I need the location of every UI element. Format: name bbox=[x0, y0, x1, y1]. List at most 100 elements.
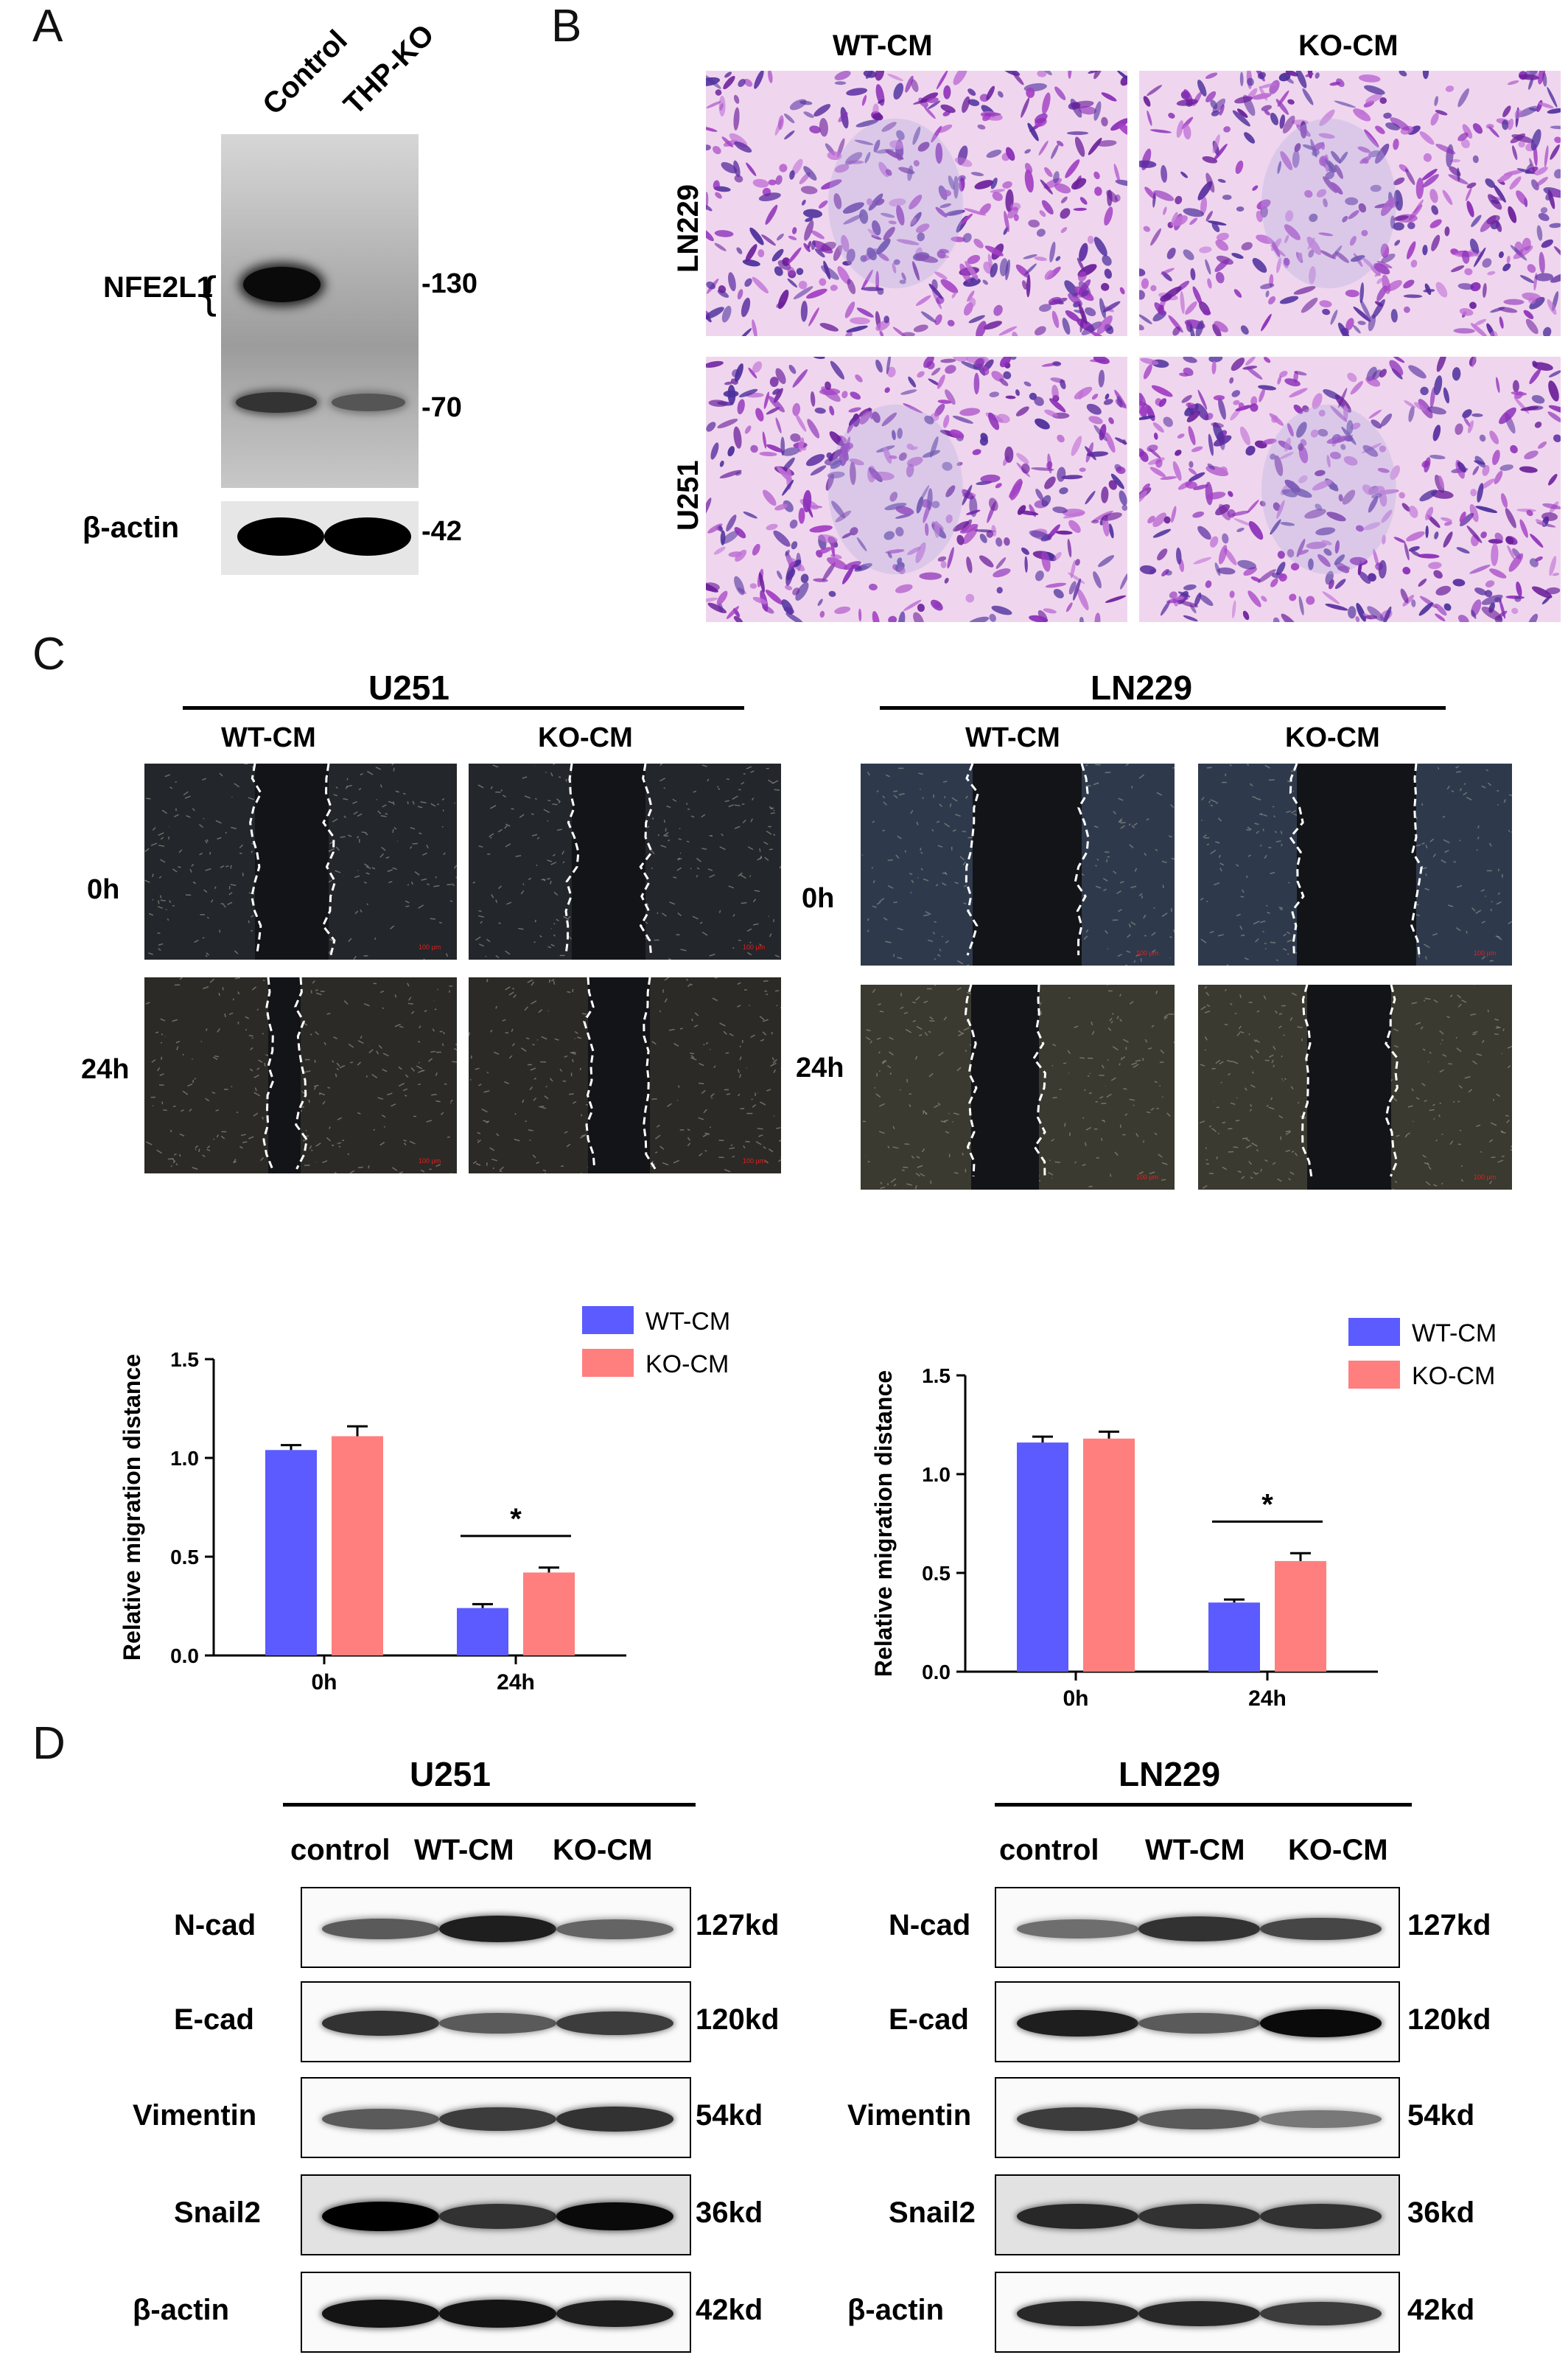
left-blot-N-cad bbox=[301, 1887, 691, 1968]
c-right-col-wt: WT-CM bbox=[965, 722, 1060, 753]
right-blot-Vimentin bbox=[995, 2077, 1400, 2158]
scale-bar-label: 100 µm bbox=[743, 943, 765, 951]
right-protein-label: β-actin bbox=[847, 2294, 945, 2326]
d-left-cell-title: U251 bbox=[410, 1755, 491, 1793]
actin-band-a2 bbox=[324, 517, 411, 556]
band bbox=[1259, 2009, 1382, 2038]
scratch-image-u251-ko-24h: 100 µm bbox=[469, 977, 781, 1173]
right-size-label: 54kd bbox=[1407, 2099, 1475, 2132]
transwell-u251-ko bbox=[1139, 357, 1561, 622]
band bbox=[1016, 2009, 1138, 2037]
band bbox=[321, 2108, 439, 2130]
left-protein-label: N-cad bbox=[174, 1909, 256, 1941]
scratch-image-ln229-wt-24h: 100 µm bbox=[861, 985, 1175, 1190]
d-right-lane-control: control bbox=[999, 1834, 1099, 1866]
band bbox=[438, 1915, 556, 1943]
right-protein-label: N-cad bbox=[889, 1909, 971, 1941]
legend-label-1: KO-CM bbox=[1412, 1362, 1495, 1390]
scratch-image-u251-ko-0h: 100 µm bbox=[469, 764, 781, 960]
c-left-title-line bbox=[183, 706, 744, 710]
right-size-label: 42kd bbox=[1407, 2294, 1475, 2326]
left-blot-Snail2 bbox=[301, 2174, 691, 2255]
right-size-label: 127kd bbox=[1407, 1909, 1491, 1941]
scale-bar-label: 100 µm bbox=[1474, 1173, 1496, 1181]
nfe2l1-band-control bbox=[243, 267, 321, 302]
c-right-row-0h: 0h bbox=[802, 883, 835, 914]
band bbox=[556, 1919, 673, 1939]
x-tick-label: 24h bbox=[497, 1670, 535, 1695]
bar-ko-cm-0h bbox=[332, 1436, 383, 1655]
stain-texture bbox=[1139, 71, 1561, 336]
legend-label-0: WT-CM bbox=[1412, 1319, 1497, 1347]
y-tick-label: 1.5 bbox=[170, 1348, 199, 1371]
scale-bar-label: 100 µm bbox=[419, 1157, 441, 1165]
left-size-label: 127kd bbox=[696, 1909, 780, 1941]
c-right-title-line bbox=[880, 706, 1446, 710]
migration-chart-u251: 0.0 0.5 1.0 1.5 Relative migration distance 0… bbox=[119, 1306, 730, 1695]
c-left-cell-title: U251 bbox=[368, 669, 449, 707]
scale-bar-label: 100 µm bbox=[419, 943, 441, 951]
nfe2l1-label: NFE2L1 bbox=[103, 271, 213, 304]
bar-ko-cm-24h bbox=[1275, 1560, 1326, 1672]
scale-bar-label: 100 µm bbox=[743, 1157, 765, 1165]
stain-texture bbox=[706, 357, 1127, 622]
band bbox=[1138, 2012, 1260, 2034]
band bbox=[556, 2300, 673, 2328]
significance-star: * bbox=[1261, 1488, 1273, 1521]
marker-42: -42 bbox=[421, 516, 462, 547]
c-left-col-wt: WT-CM bbox=[221, 722, 316, 753]
left-blot-Vimentin bbox=[301, 2077, 691, 2158]
actin-band-a1 bbox=[237, 517, 324, 556]
d-right-lane-wt: WT-CM bbox=[1145, 1834, 1245, 1866]
lane-label-thp-ko: THP-KO bbox=[337, 18, 441, 122]
left-protein-label: E-cad bbox=[174, 2003, 254, 2036]
y-tick-label: 1.0 bbox=[170, 1447, 199, 1470]
panel-d-letter: D bbox=[32, 1718, 66, 1769]
d-left-title-line bbox=[283, 1803, 696, 1807]
scratch-image-u251-wt-0h: 100 µm bbox=[144, 764, 457, 960]
d-left-lane-control: control bbox=[290, 1834, 391, 1866]
stain-texture bbox=[706, 71, 1127, 336]
right-size-label: 36kd bbox=[1407, 2196, 1475, 2229]
row-label-u251: U251 bbox=[672, 460, 704, 531]
band bbox=[556, 2202, 673, 2231]
band bbox=[1138, 2300, 1260, 2327]
left-protein-label: Snail2 bbox=[174, 2196, 261, 2229]
right-protein-label: Snail2 bbox=[889, 2196, 976, 2229]
transwell-u251-wt bbox=[706, 357, 1127, 622]
band bbox=[1138, 2108, 1260, 2130]
significance-star: * bbox=[510, 1503, 522, 1535]
d-left-lane-wt: WT-CM bbox=[414, 1834, 514, 1866]
legend-swatch-0 bbox=[582, 1306, 634, 1334]
right-blot-Snail2 bbox=[995, 2174, 1400, 2255]
left-size-label: 54kd bbox=[696, 2099, 763, 2132]
c-left-row-24h: 24h bbox=[81, 1054, 130, 1085]
scratch-image-ln229-ko-0h: 100 µm bbox=[1198, 764, 1512, 966]
left-blot-E-cad bbox=[301, 1981, 691, 2062]
right-protein-label: Vimentin bbox=[847, 2099, 972, 2132]
band-70-ko bbox=[332, 394, 405, 411]
band bbox=[321, 2202, 439, 2231]
bar-wt-cm-24h bbox=[457, 1608, 508, 1655]
scratch-image-u251-wt-24h: 100 µm bbox=[144, 977, 457, 1173]
c-right-row-24h: 24h bbox=[796, 1053, 844, 1083]
band bbox=[1259, 2301, 1382, 2326]
d-right-lane-ko: KO-CM bbox=[1288, 1834, 1388, 1866]
bar-wt-cm-0h bbox=[1017, 1442, 1068, 1672]
band bbox=[1259, 2109, 1382, 2129]
legend-swatch-0 bbox=[1348, 1318, 1400, 1346]
right-size-label: 120kd bbox=[1407, 2003, 1491, 2036]
nfe2l1-blot bbox=[221, 134, 419, 488]
left-size-label: 120kd bbox=[696, 2003, 780, 2036]
legend-swatch-1 bbox=[582, 1349, 634, 1377]
transwell-ln229-ko bbox=[1139, 71, 1561, 336]
bar-wt-cm-24h bbox=[1208, 1602, 1260, 1672]
x-tick-label: 0h bbox=[1063, 1686, 1088, 1711]
bar-ko-cm-24h bbox=[523, 1572, 575, 1655]
left-size-label: 36kd bbox=[696, 2196, 763, 2229]
band bbox=[556, 2011, 673, 2036]
panel-c-letter: C bbox=[32, 629, 66, 680]
y-tick-label: 0.0 bbox=[922, 1661, 951, 1683]
scratch-image-ln229-ko-24h: 100 µm bbox=[1198, 985, 1512, 1190]
brace-symbol: { bbox=[202, 268, 217, 317]
